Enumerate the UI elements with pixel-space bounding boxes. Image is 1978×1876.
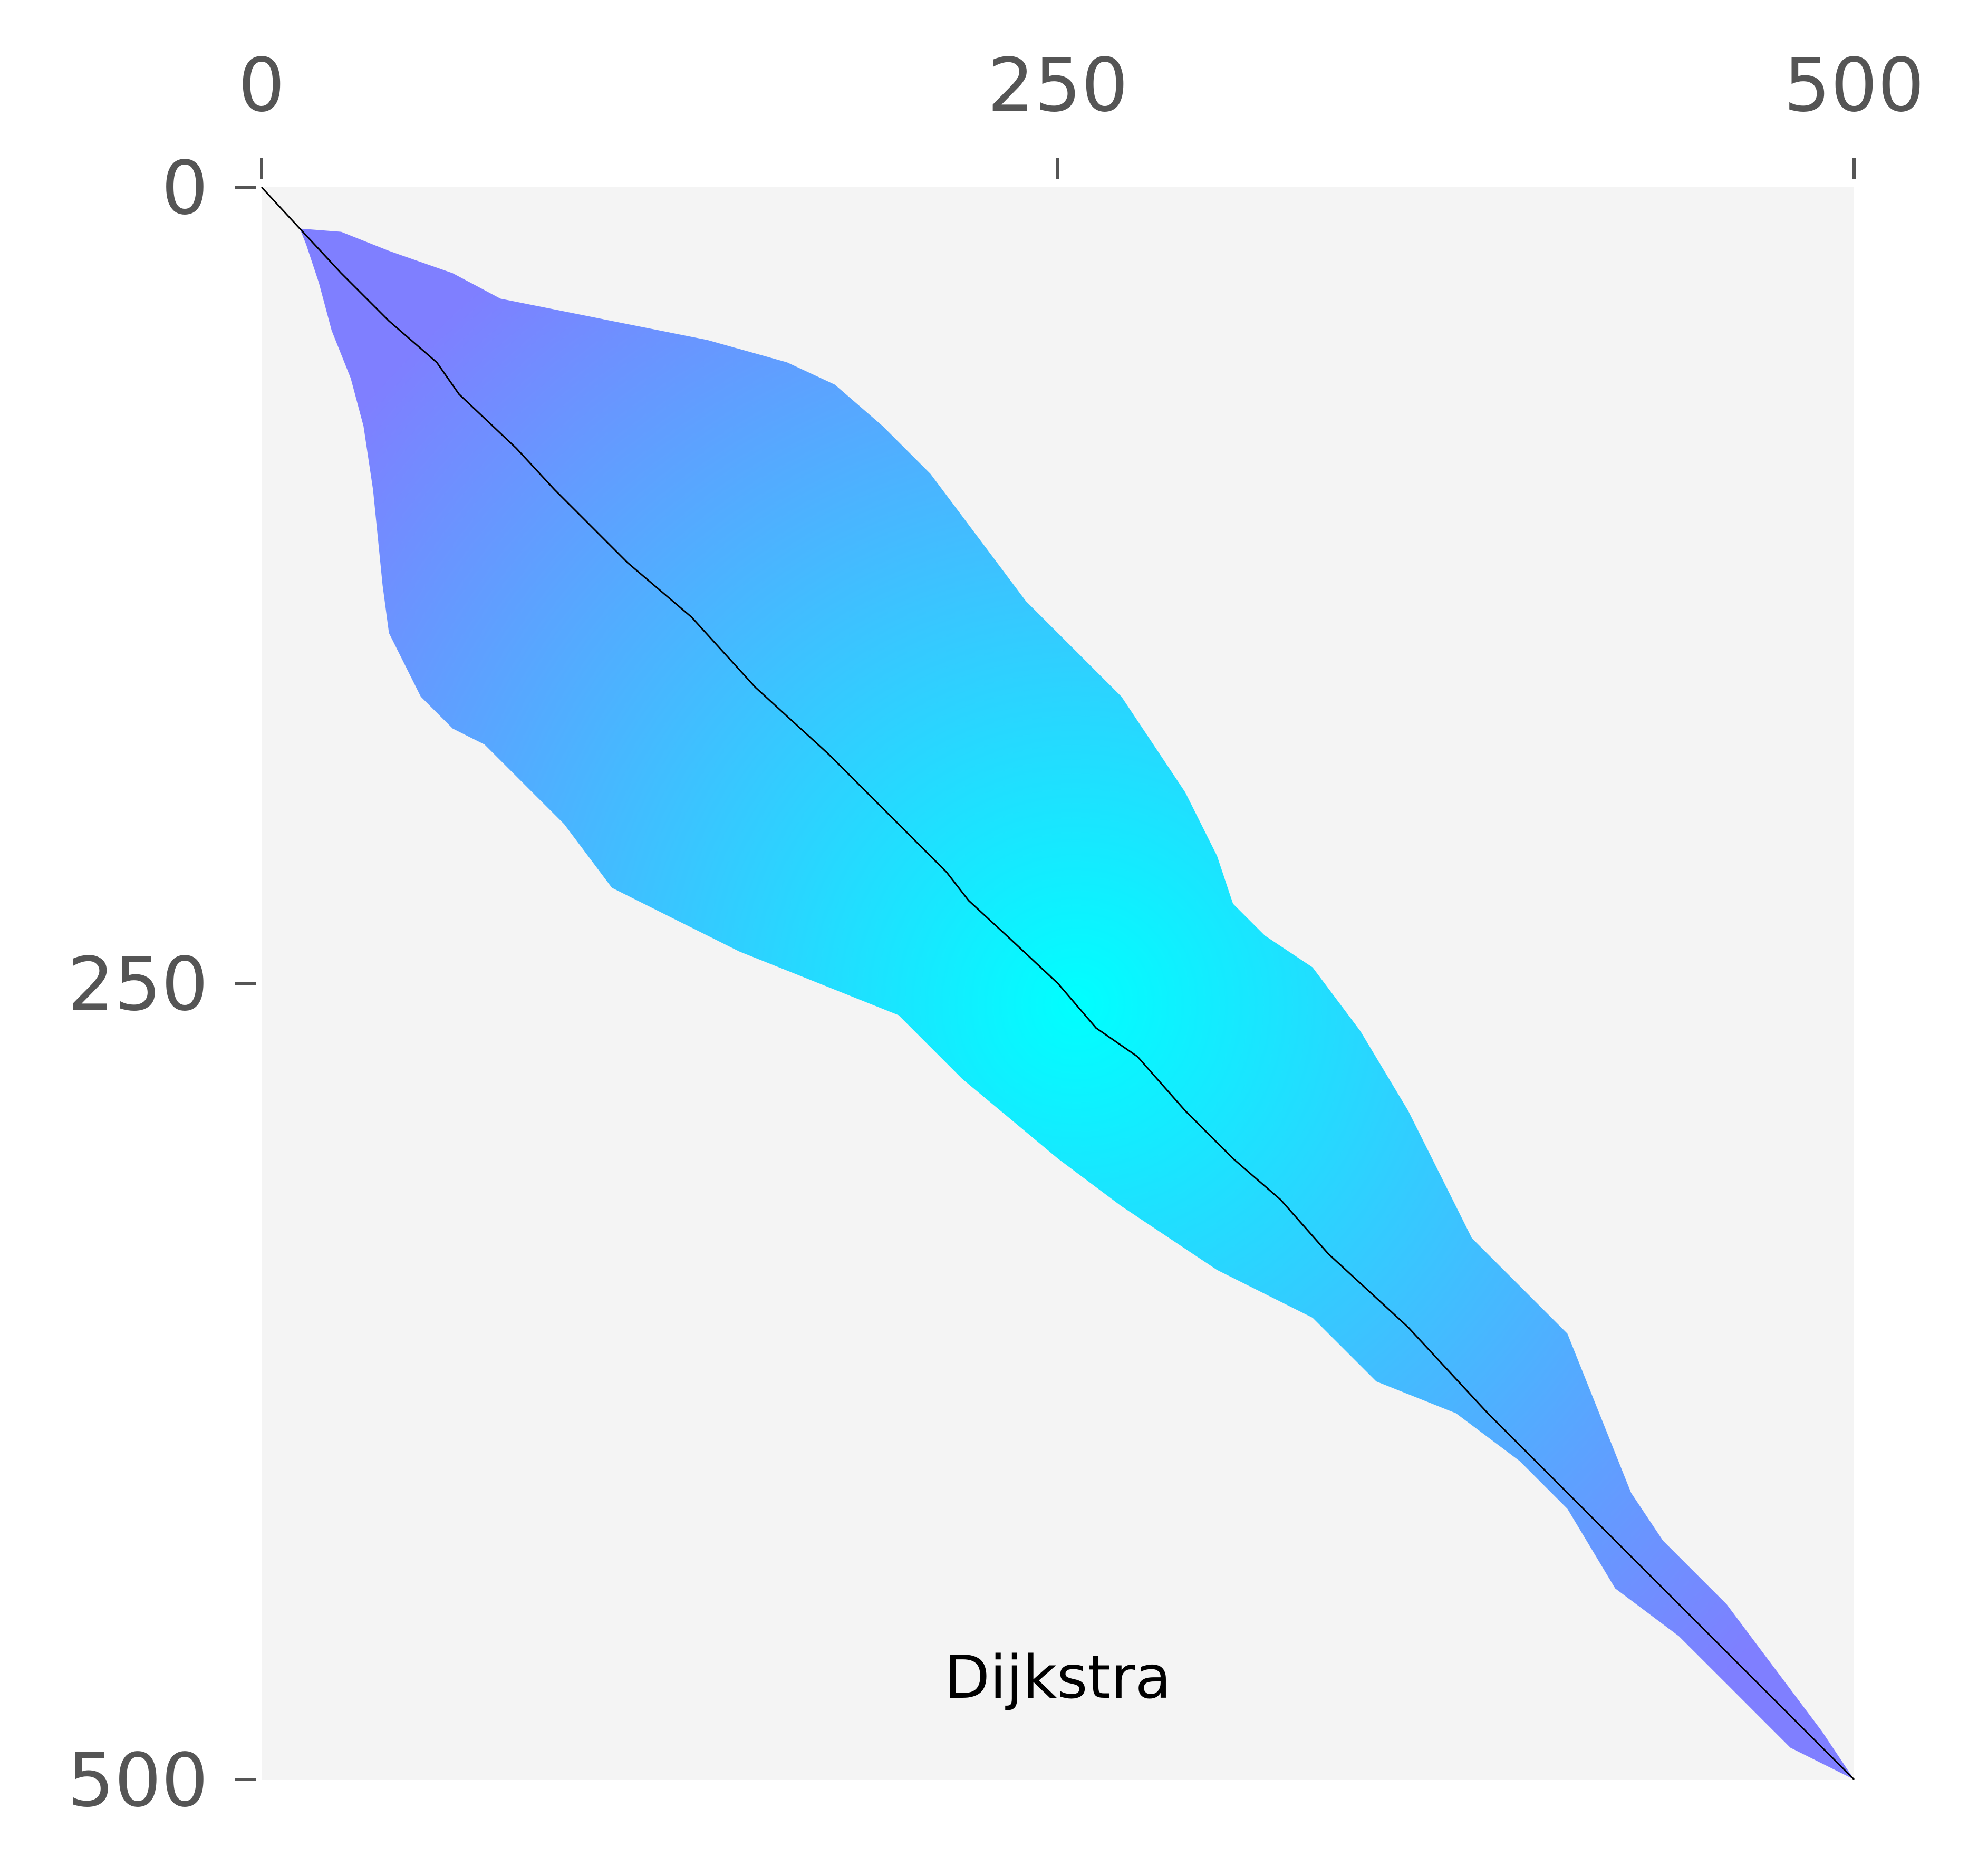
y-tick-label-0: 0 — [161, 146, 208, 231]
x-axis: 0 250 500 — [238, 43, 1925, 179]
path-layer — [260, 186, 1855, 1781]
shortest-path-line — [260, 186, 1855, 1781]
y-tick-label-2: 500 — [67, 1738, 208, 1824]
y-axis: 0 250 500 — [67, 146, 256, 1824]
explored-region-layer — [300, 228, 1854, 1780]
x-tick-label-1: 250 — [987, 43, 1128, 129]
x-tick-label-0: 0 — [238, 43, 285, 129]
y-tick-label-1: 250 — [67, 942, 208, 1028]
x-tick-label-2: 500 — [1783, 43, 1924, 129]
algorithm-label: Dijkstra — [944, 1643, 1171, 1712]
explored-region — [300, 228, 1854, 1780]
